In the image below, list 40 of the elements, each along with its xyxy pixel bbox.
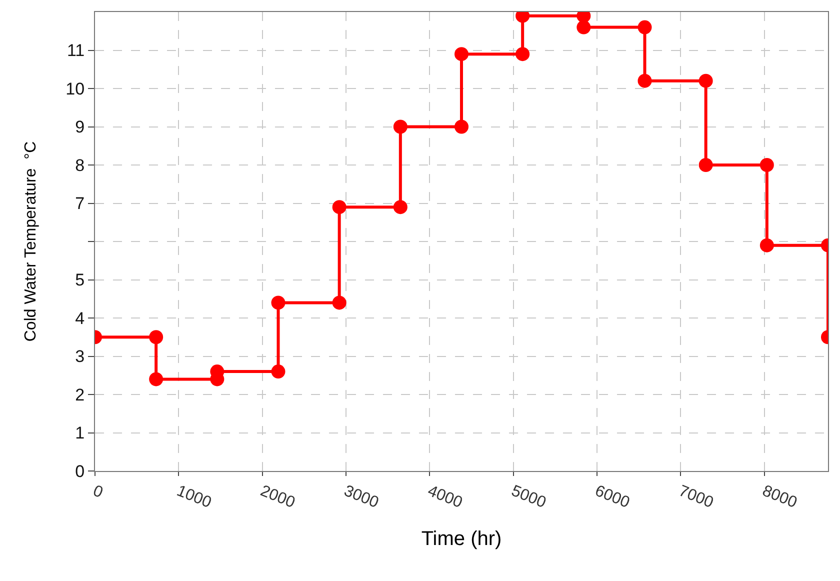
point [393,120,408,134]
y-tick-label: 0 [75,462,85,481]
point [149,372,164,386]
y-tick-label: 9 [75,118,85,137]
y-tick-label: 7 [75,194,85,214]
point [454,120,468,134]
y-tick-label: 2 [75,385,85,404]
point [271,364,286,379]
x-tick-label: 5000 [508,482,548,512]
x-tick-label: 8000 [760,482,800,512]
x-tick-label: 6000 [592,482,632,512]
point [271,296,286,310]
point [332,296,346,310]
x-tick-label: 3000 [342,482,381,512]
point [698,74,713,88]
y-tick-label: 10 [66,79,85,98]
y-tick-label: 11 [66,41,85,60]
point [760,238,774,252]
y-axis-title: Cold Water Temperature °C [22,141,40,342]
x-tick-label: 0 [90,482,106,502]
y-tick-label: 5 [75,270,85,290]
point [638,74,652,88]
y-tick-label: 4 [75,308,85,328]
point [638,20,652,34]
x-tick-label: 4000 [425,482,465,512]
point [454,47,468,62]
y-tick-label: 1 [75,424,85,443]
point [576,20,591,34]
point [516,47,530,62]
point [698,158,713,172]
point [760,158,774,172]
point [332,200,346,214]
y-tick-label: 8 [75,156,85,175]
x-tick-label: 2000 [258,482,298,512]
y-tick-label: 3 [75,347,85,366]
point [149,330,164,344]
x-tick-label: 7000 [676,482,716,512]
point [393,200,408,214]
x-axis-title: Time (hr) [421,528,502,550]
x-tick-label: 1000 [174,482,214,512]
